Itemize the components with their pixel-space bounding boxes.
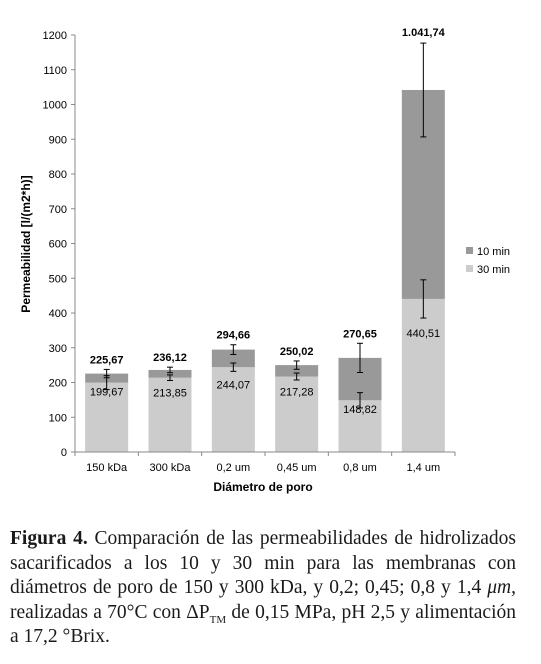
caption-subscript: TM [209, 613, 227, 626]
y-tick-label: 0 [61, 447, 67, 459]
y-axis: 0 100 200 300 400 500 600 700 800 900 1000 1100 1200 [43, 30, 76, 459]
y-tick-label: 1200 [43, 30, 67, 42]
figure-label: Figura 4. [10, 528, 88, 549]
bar-30min [275, 376, 319, 452]
x-tick-label: 0,8 um [343, 462, 377, 474]
x-axis-title: Diámetro de poro [213, 480, 312, 494]
data-label-total: 236,12 [153, 352, 187, 364]
figure-caption: Figura 4. Comparación de las permeabilid… [10, 527, 516, 650]
data-label-total: 1.041,74 [402, 27, 446, 39]
x-tick-label: 300 kDa [150, 462, 192, 474]
x-tick-label: 150 kDa [86, 462, 128, 474]
y-tick-label: 700 [49, 204, 67, 216]
y-tick-label: 1100 [43, 65, 67, 77]
bar-30min [401, 298, 445, 452]
y-tick-label: 1000 [43, 100, 67, 112]
caption-text-3: de 0,15 MPa, pH 2,5 y alimentación a 17,… [10, 601, 516, 648]
y-axis-title: Permeabilidad [l/(m2*h)] [19, 175, 33, 312]
legend: 10 min 30 min [466, 246, 510, 276]
bar-30min [148, 377, 192, 452]
y-tick-label: 800 [49, 169, 67, 181]
data-label-30min: 213,85 [153, 387, 187, 399]
x-axis: 150 kDa 300 kDa 0,2 um 0,45 um 0,8 um 1,4 um [74, 451, 456, 474]
chart: 0 100 200 300 400 500 600 700 800 900 1000 1100 1200… [19, 27, 510, 494]
data-label-30min: 199,67 [90, 387, 124, 399]
y-tick-label: 500 [49, 273, 67, 285]
caption-unit: μm [487, 577, 512, 598]
bars: 199,67 225,67 213,85 236,12 244,07 294,66 217,… [85, 27, 446, 452]
y-tick-label: 100 [49, 412, 67, 424]
caption-text-2: , realizadas a 70°C con ΔP [10, 577, 516, 623]
data-label-30min: 440,51 [407, 328, 441, 340]
x-tick-label: 1,4 um [407, 462, 441, 474]
data-label-total: 270,65 [343, 328, 377, 340]
y-tick-label: 300 [49, 343, 67, 355]
x-tick-label: 0,2 um [217, 462, 251, 474]
y-tick-label: 600 [49, 239, 67, 251]
bar-10min [275, 365, 319, 377]
data-label-total: 225,67 [90, 354, 124, 366]
legend-swatch [466, 247, 473, 254]
bar-10min [148, 369, 192, 378]
y-tick-label: 200 [49, 378, 67, 390]
legend-label: 30 min [477, 264, 510, 276]
y-tick-label: 900 [49, 134, 67, 146]
legend-swatch [466, 265, 473, 272]
bar-30min [85, 382, 129, 452]
legend-label: 10 min [477, 246, 510, 258]
x-tick-label: 0,45 um [277, 462, 317, 474]
data-label-30min: 148,82 [343, 404, 377, 416]
caption-text-1: Comparación de las permeabilidades de hi… [10, 528, 516, 598]
data-label-30min: 217,28 [280, 386, 314, 398]
bar-10min [211, 349, 255, 368]
data-label-30min: 244,07 [217, 379, 251, 391]
bar-30min [211, 367, 255, 452]
data-label-total: 294,66 [217, 330, 251, 342]
y-tick-label: 400 [49, 308, 67, 320]
data-label-total: 250,02 [280, 346, 314, 358]
bar-30min [338, 400, 382, 452]
